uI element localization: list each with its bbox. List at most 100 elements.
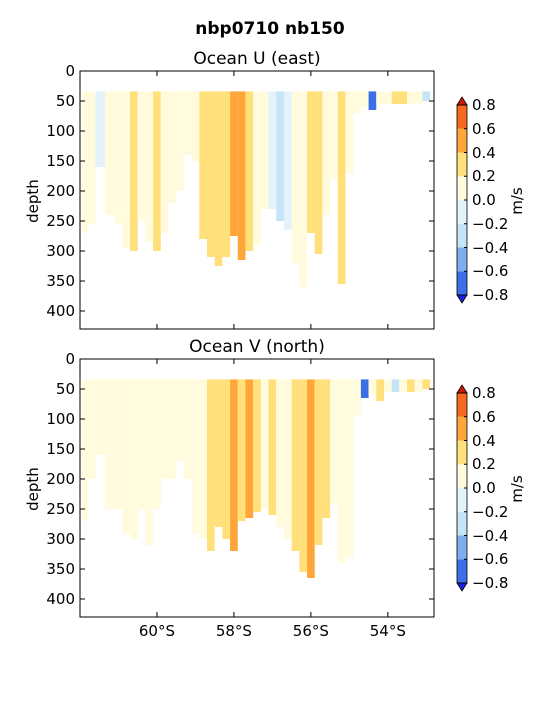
colorbar-seg-0-7: [457, 105, 467, 129]
data-column-1-25: [276, 379, 284, 527]
data-column-1-27: [291, 379, 300, 551]
data-column-1-24: [268, 379, 277, 515]
data-column-0-30: [314, 91, 323, 255]
ytick-label-0-0: 0: [65, 62, 75, 80]
colorbar-seg-1-3: [457, 488, 467, 512]
data-column-1-13: [183, 379, 192, 479]
colorbar-seg-0-3: [457, 200, 467, 224]
colorbar-seg-0-0: [457, 271, 467, 295]
colorbar-tick-label-1-3: −0.2: [472, 502, 509, 521]
data-column-0-17: [214, 91, 223, 267]
data-column-0-32: [330, 91, 338, 179]
data-column-1-38: [376, 379, 384, 401]
colorbar-seg-0-1: [457, 247, 467, 272]
data-column-0-37: [368, 91, 377, 110]
data-column-0-2: [95, 91, 106, 167]
data-column-0-10: [160, 91, 169, 234]
data-column-0-3: [105, 91, 115, 215]
data-column-0-33: [337, 91, 346, 285]
xtick-label-1-2: 56°S: [292, 622, 329, 640]
data-column-0-8: [145, 91, 154, 243]
data-column-0-20: [237, 91, 246, 261]
ytick-label-0-6: 300: [46, 242, 75, 260]
colorbar-ext-bottom-1: [456, 582, 468, 592]
xtick-label-1-0: 60°S: [138, 622, 175, 640]
data-column-0-38: [376, 91, 384, 104]
data-column-1-6: [130, 379, 138, 539]
colorbar-seg-0-5: [457, 152, 467, 177]
data-column-1-8: [145, 379, 154, 545]
ytick-label-0-5: 250: [46, 212, 75, 230]
data-column-0-6: [130, 91, 138, 252]
data-column-0-43: [414, 91, 423, 104]
data-column-1-22: [253, 379, 261, 512]
data-column-1-0: [81, 379, 88, 521]
panel-u-title: Ocean U (east): [193, 49, 321, 69]
colorbar-tick-label-1-2: −0.4: [472, 526, 509, 545]
data-column-1-44: [422, 379, 431, 389]
data-column-0-0: [81, 91, 88, 234]
data-column-1-11: [168, 379, 177, 479]
data-column-1-35: [353, 379, 361, 416]
colorbar-tick-label-0-6: 0.4: [472, 143, 496, 162]
ytick-label-1-1: 50: [55, 380, 75, 398]
colorbar-tick-label-0-5: 0.2: [472, 167, 496, 186]
data-column-1-3: [105, 379, 115, 509]
data-column-0-28: [299, 91, 308, 288]
colorbar-tick-label-1-1: −0.6: [472, 550, 509, 569]
ytick-label-0-1: 50: [55, 92, 75, 110]
plot-frame-0: [79, 70, 435, 330]
data-column-0-42: [407, 91, 415, 104]
colorbar-tick-label-1-0: −0.8: [472, 574, 509, 592]
data-column-1-2: [95, 379, 106, 455]
colorbar-seg-1-7: [457, 393, 467, 417]
data-column-0-21: [245, 91, 254, 252]
figure-suptitle: nbp0710 nb150: [195, 19, 345, 39]
colorbar-seg-0-6: [457, 128, 467, 153]
data-column-1-40: [391, 379, 400, 392]
colorbar-seg-0-4: [457, 176, 467, 200]
ytick-label-0-4: 200: [46, 182, 75, 200]
colorbar-tick-label-0-3: −0.2: [472, 214, 509, 233]
data-column-1-32: [330, 379, 338, 503]
data-column-0-39: [383, 91, 392, 104]
data-column-1-15: [199, 379, 207, 539]
colorbar-ext-top-1: [456, 384, 468, 394]
data-column-1-20: [237, 379, 246, 521]
data-column-0-11: [168, 91, 177, 203]
data-column-1-39: [383, 379, 392, 392]
data-column-1-16: [206, 379, 215, 551]
data-column-1-33: [337, 379, 346, 563]
colorbar-tick-label-1-5: 0.2: [472, 455, 496, 474]
ytick-label-1-5: 250: [46, 500, 75, 518]
data-column-0-25: [276, 91, 284, 222]
colorbar-seg-1-1: [457, 535, 467, 560]
data-column-1-12: [176, 379, 184, 461]
colorbar-seg-1-0: [457, 559, 467, 583]
colorbar-tick-label-1-7: 0.6: [472, 407, 496, 426]
data-column-0-31: [322, 91, 331, 215]
data-column-0-36: [360, 91, 369, 107]
data-column-0-16: [206, 91, 215, 258]
data-column-0-15: [199, 91, 207, 240]
colorbar-tick-label-0-8: 0.8: [472, 96, 496, 114]
ytick-label-1-4: 200: [46, 470, 75, 488]
data-column-1-14: [191, 379, 200, 533]
data-column-0-34: [345, 91, 354, 173]
colorbar-seg-1-5: [457, 440, 467, 465]
data-column-0-41: [399, 91, 408, 104]
ytick-label-1-0: 0: [65, 350, 75, 368]
panel-v-title: Ocean V (north): [189, 337, 325, 357]
colorbar-tick-label-0-4: 0.0: [472, 191, 496, 209]
data-column-0-24: [268, 91, 277, 209]
ytick-label-0-2: 100: [46, 122, 75, 140]
data-column-0-35: [353, 91, 361, 113]
plot-frame-1: [79, 358, 435, 618]
colorbar-tick-label-1-6: 0.4: [472, 431, 496, 450]
ytick-label-1-3: 150: [46, 440, 75, 458]
data-column-0-23: [260, 91, 269, 209]
data-column-1-5: [122, 379, 131, 533]
data-column-0-1: [87, 91, 96, 225]
data-column-0-13: [183, 91, 192, 155]
